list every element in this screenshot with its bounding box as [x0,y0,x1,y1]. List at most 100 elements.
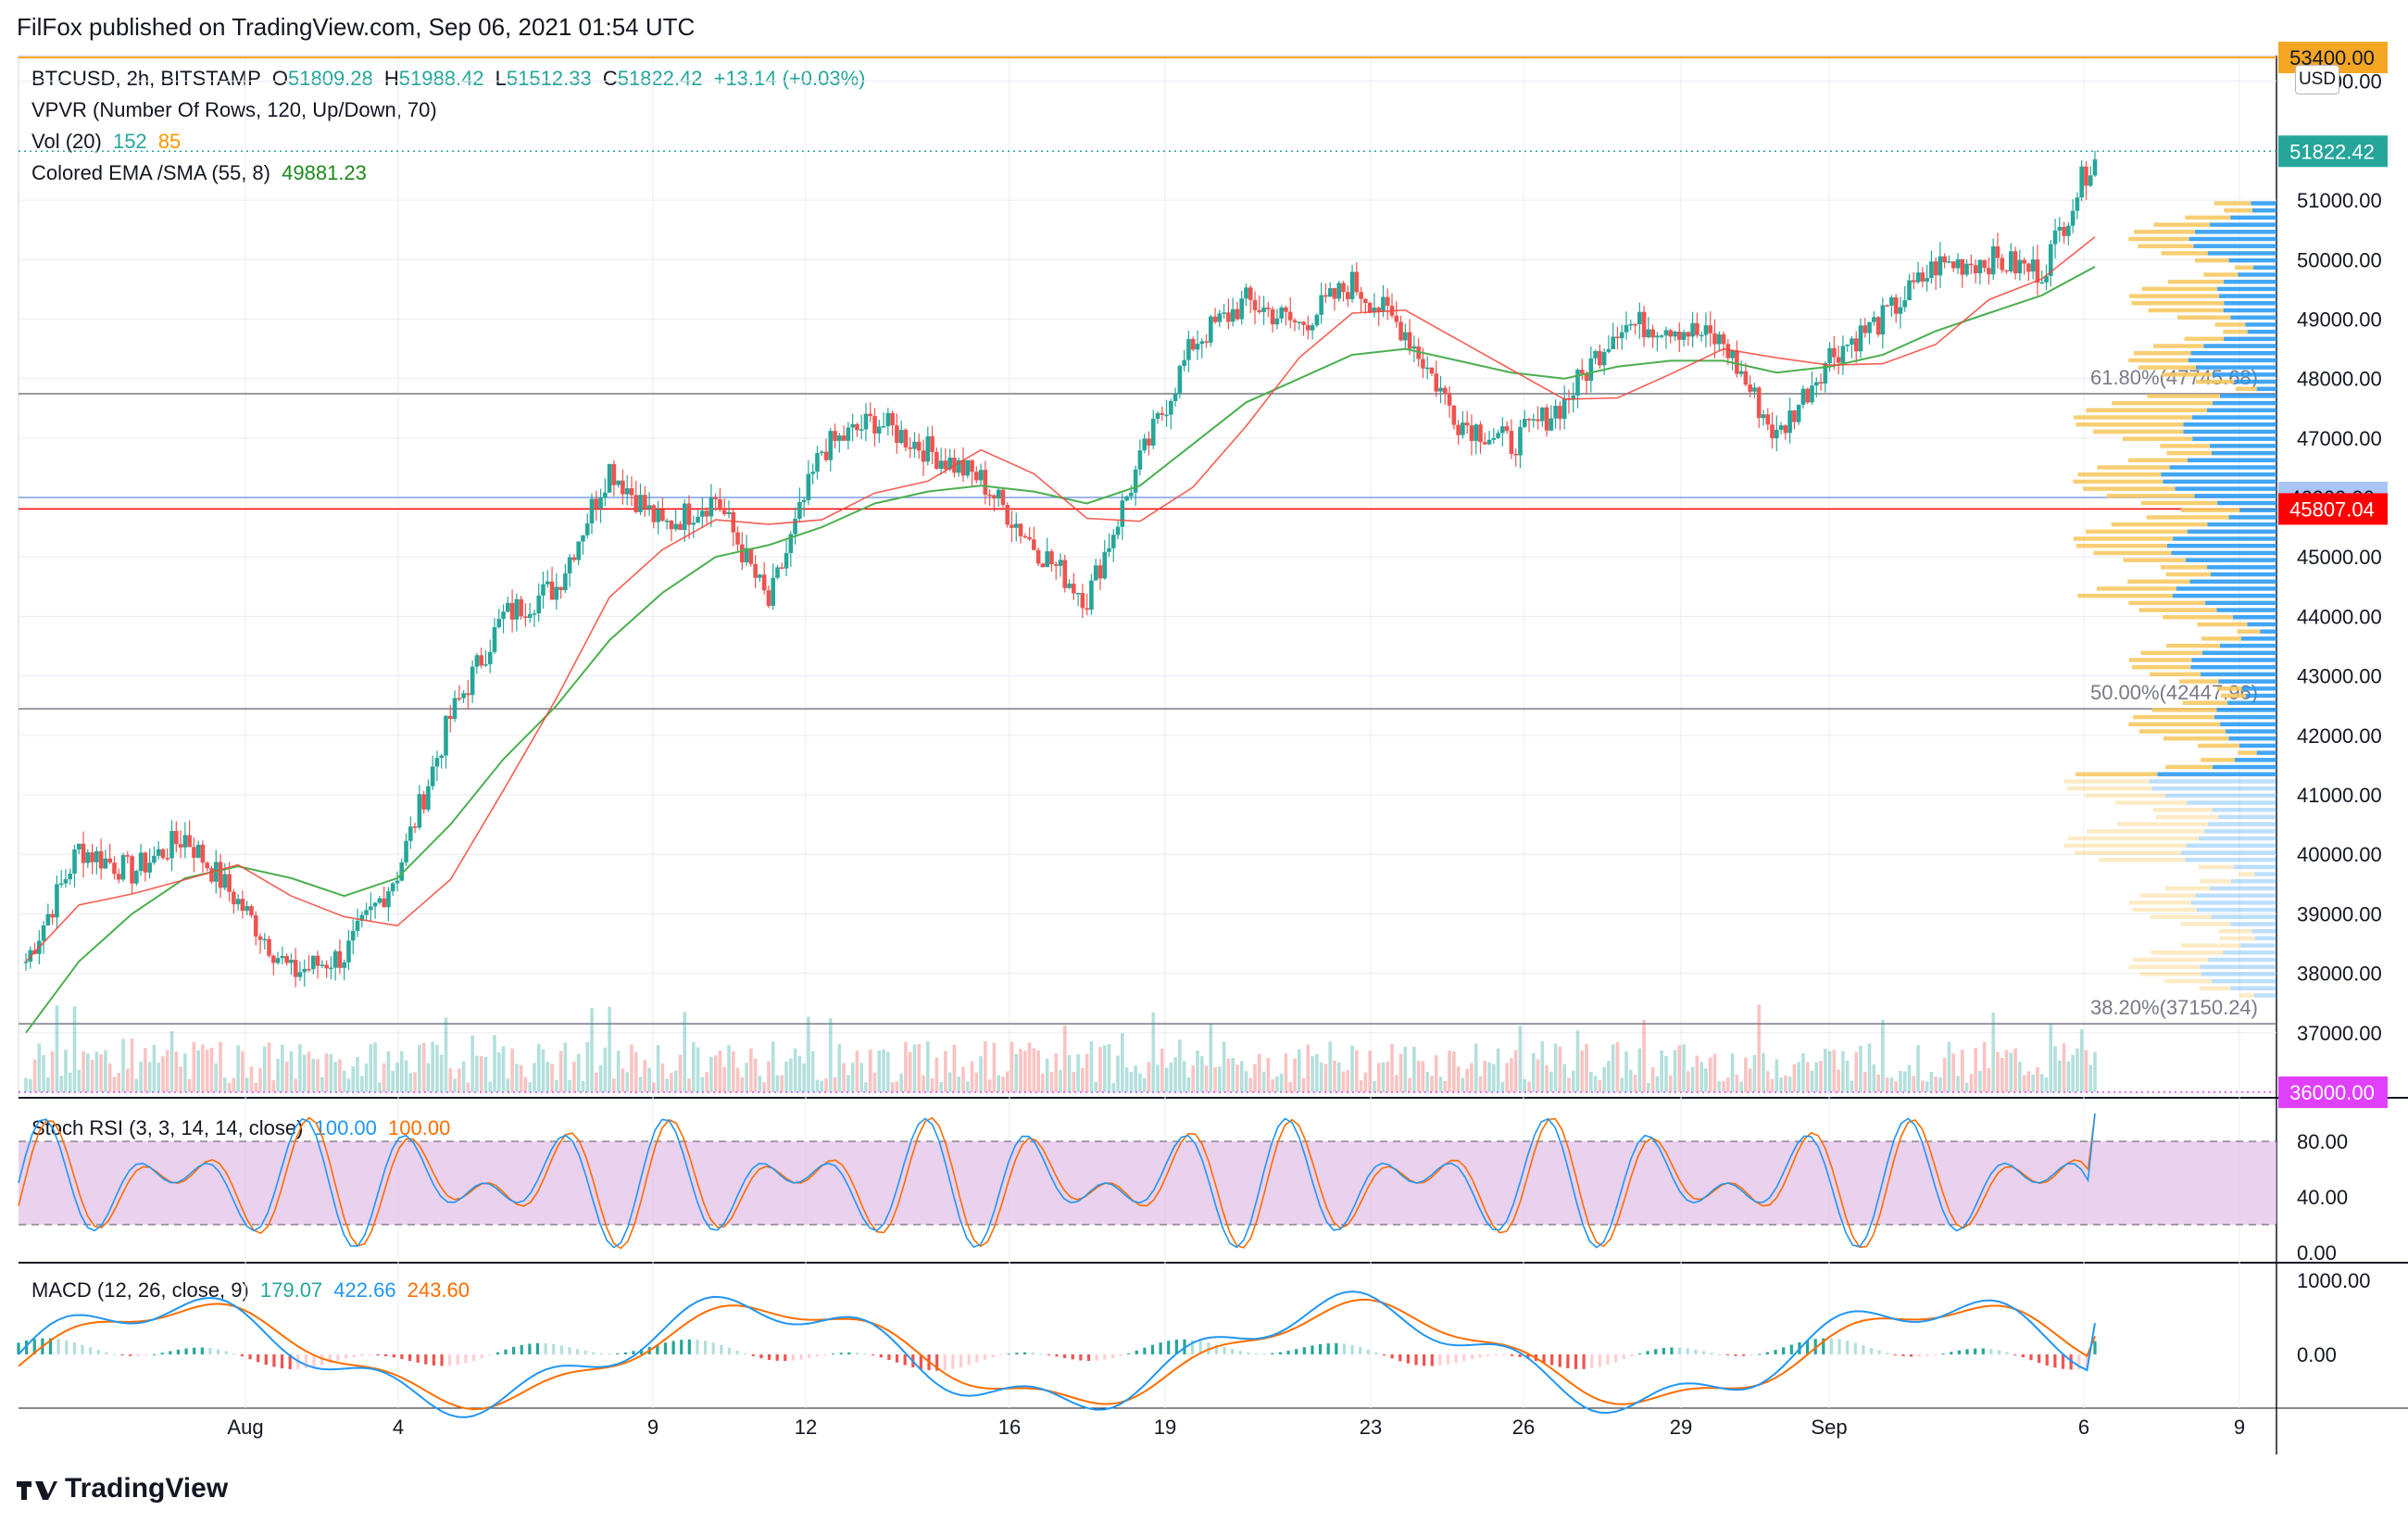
candle-body [1000,489,1006,506]
tradingview-logo[interactable]: TradingView [17,1473,228,1504]
volume-bar [1059,1070,1062,1092]
macd-histogram-bar [775,1354,779,1361]
volume-bar [1261,1071,1266,1092]
volume-bar [899,1074,903,1092]
candle-body [633,495,639,512]
vpvr-bar-down [2201,758,2236,762]
macd-histogram-bar [1917,1354,1921,1357]
currency-button[interactable]: USD [2295,65,2339,94]
vpvr-bar-up [2220,643,2276,648]
volume-bar [810,1051,815,1092]
volume-bar [621,1068,625,1092]
macd-histogram-bar [1725,1354,1729,1355]
vpvr-bar-down [2239,993,2254,998]
candle-body [898,429,904,444]
main-pane-frame [18,55,2277,1099]
price-badge-label: 51822.42 [2289,140,2375,163]
price-badge-label: 36000.00 [2289,1081,2375,1104]
candle-body [218,862,223,888]
candle-body [956,459,961,473]
candle-body [1018,523,1023,536]
vpvr-bar-up [2195,365,2276,370]
macd-histogram-bar [25,1340,29,1354]
volume-bar [1974,1048,1977,1092]
vpvr-bar-up [2230,986,2276,991]
volume-bar [1553,1043,1558,1092]
vpvr-bar-up [2185,857,2276,862]
candle-body [1673,332,1677,337]
volume-bar [1275,1076,1279,1092]
volume-bar [1912,1076,1916,1092]
vpvr-bar-up [2188,358,2276,363]
volume-bar [1708,1057,1712,1092]
macd-histogram-bar [2053,1354,2057,1368]
candle-body [235,899,241,905]
volume-bar [1916,1045,1920,1092]
fib-level-label: 38.20%(37150.24) [2090,996,2258,1019]
vpvr-bar-down [2153,222,2211,227]
macd-histogram-bar [1789,1344,1793,1354]
volume-bar [1279,1073,1284,1092]
macd-histogram-bar [1031,1353,1035,1354]
volume-bar [1023,1051,1027,1092]
candle-body [152,855,157,863]
macd-histogram-bar [1311,1345,1314,1354]
vpvr-bar-down [2133,714,2215,720]
volume-bar [426,1063,431,1092]
vpvr-bar-up [2207,522,2276,527]
volume-bar [232,1077,236,1092]
candle-body [421,794,426,810]
vpvr-bar-up [2187,529,2276,535]
macd-histogram-bar [1869,1347,1874,1354]
macd-histogram-bar [640,1349,644,1354]
vpvr-bar-down [2198,743,2240,749]
volume-bar [2031,1074,2035,1092]
volume-bar [1094,1081,1097,1092]
volume-bar [939,1081,943,1092]
volume-bar [1819,1060,1823,1092]
volume-bar [466,1082,470,1092]
candle-body [439,755,445,759]
volume-bar [775,1075,780,1092]
volume-bar [1894,1081,1898,1092]
volume-bar [807,1016,810,1092]
volume-bar [1620,1077,1624,1092]
candle-body [1840,346,1846,363]
vpvr-bar-down [2161,251,2208,256]
volume-bar [585,1041,590,1092]
change-value: +13.14 (+0.03%) [713,67,866,90]
macd-histogram-bar [1822,1338,1825,1354]
volume-bar [1889,1077,1894,1092]
volume-bar [1580,1050,1585,1092]
macd-histogram-bar [1359,1347,1362,1354]
volume-bar [46,1077,50,1092]
volume-bar [868,1050,872,1092]
volume-bar [957,1076,961,1092]
candle-body [1478,424,1483,443]
macd-histogram-bar [808,1354,811,1358]
vpvr-bar-down [2149,672,2201,677]
volume-bar [987,1079,992,1092]
macd-histogram-bar [1143,1347,1147,1354]
volume-bar [1545,1064,1549,1092]
candle-body [1133,469,1138,493]
vpvr-bar-down [2127,458,2188,463]
macd-histogram-bar [951,1354,955,1369]
candle-body [1482,442,1487,445]
volume-bar [1677,1045,1682,1092]
candle-body [1836,357,1841,363]
volume-bar [1523,1078,1527,1092]
vpvr-bar-up [2232,615,2276,620]
volume-bar [55,1005,59,1092]
vpvr-bar-up [2234,379,2276,384]
candle-body [960,459,966,476]
candle-body [395,880,400,884]
price-tick-label: 51000.00 [2297,189,2382,212]
volume-bar [872,1072,877,1092]
candle-body [143,852,148,873]
candle-body [98,850,104,869]
candle-body [1969,263,1974,266]
candle-body [970,459,974,472]
candle-body [1668,330,1674,337]
